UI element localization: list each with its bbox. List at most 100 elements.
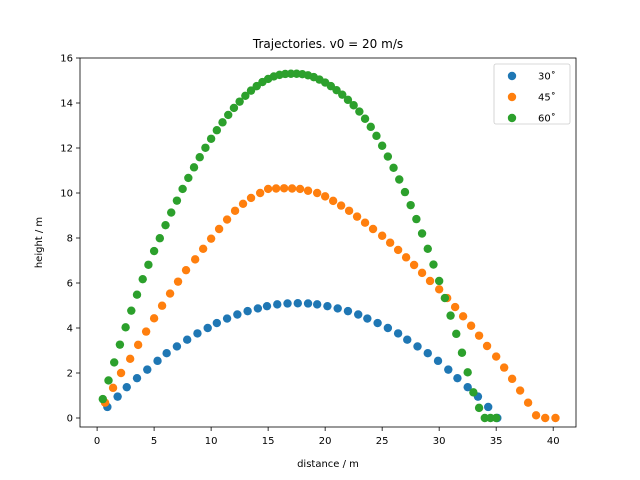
data-point [499, 363, 509, 372]
data-point [133, 340, 143, 350]
data-point [212, 318, 222, 328]
data-point [132, 373, 142, 383]
data-point [541, 413, 550, 423]
data-point [273, 300, 282, 309]
data-point [368, 224, 378, 234]
y-tick-label: 10 [60, 189, 73, 200]
data-point [165, 289, 175, 298]
data-point [283, 299, 292, 308]
data-point [190, 255, 200, 264]
data-point [172, 342, 182, 351]
data-point [108, 383, 118, 393]
data-point [385, 238, 395, 247]
data-point [157, 301, 167, 310]
data-point [360, 114, 370, 123]
data-point [173, 277, 183, 286]
data-point [222, 314, 232, 323]
x-tick-label: 10 [205, 436, 218, 447]
data-point [393, 329, 403, 338]
x-tick-label: 35 [490, 436, 503, 447]
data-point [246, 193, 256, 203]
data-point [383, 152, 393, 161]
x-axis-ticks: 0 5 10 15 20 25 30 35 40 [94, 427, 560, 447]
data-point [366, 122, 375, 132]
data-point [303, 299, 313, 308]
data-point [551, 413, 560, 423]
data-point [400, 187, 410, 197]
data-point [417, 229, 427, 238]
data-point [401, 253, 411, 262]
data-point [453, 373, 462, 383]
data-point [161, 220, 170, 230]
data-point [344, 206, 354, 215]
data-point [463, 368, 472, 377]
data-point [389, 163, 398, 172]
data-point [132, 290, 142, 299]
data-point [452, 329, 461, 339]
data-point [222, 215, 232, 224]
data-point [206, 234, 216, 243]
data-point [417, 268, 427, 278]
data-point [127, 306, 136, 315]
x-tick-label: 15 [262, 436, 275, 447]
data-point [182, 335, 192, 344]
data-point [515, 386, 525, 395]
data-point [393, 245, 403, 255]
y-tick-label: 14 [60, 99, 73, 110]
data-point [241, 91, 250, 101]
data-point [293, 299, 302, 308]
data-point [434, 285, 444, 294]
data-point [193, 329, 202, 338]
data-point [125, 354, 135, 364]
data-point [429, 260, 438, 269]
data-point [263, 184, 273, 194]
data-point [149, 246, 159, 256]
x-axis-label: distance / m [297, 459, 359, 470]
data-point [214, 224, 224, 234]
data-point [360, 218, 370, 227]
legend-marker [507, 92, 517, 102]
data-point [121, 323, 130, 332]
data-point [98, 394, 108, 404]
data-point [491, 413, 501, 423]
y-tick-label: 12 [60, 144, 73, 155]
data-point [312, 188, 322, 198]
data-point [303, 186, 313, 195]
data-point [153, 356, 162, 366]
data-point [195, 153, 204, 162]
data-point [474, 331, 484, 340]
data-point [403, 335, 412, 344]
y-tick-label: 2 [67, 369, 73, 380]
data-point [338, 90, 347, 99]
chart-title: Trajectories. v0 = 20 m/s [252, 37, 403, 51]
plot-frame [79, 57, 577, 428]
data-point [113, 392, 122, 401]
x-tick-label: 5 [151, 436, 157, 447]
data-point [287, 184, 297, 193]
data-point [377, 231, 387, 240]
legend: 30˚ 45˚ 60˚ [493, 63, 571, 125]
data-point [446, 311, 455, 320]
x-tick-label: 30 [433, 436, 446, 447]
x-tick-label: 0 [94, 436, 100, 447]
data-point [336, 201, 346, 210]
data-point [255, 188, 265, 198]
data-point [491, 352, 501, 361]
data-point [531, 411, 541, 420]
data-point [189, 163, 199, 172]
data-point [372, 131, 381, 141]
y-tick-label: 0 [67, 414, 73, 425]
data-point [457, 348, 467, 357]
data-point [162, 349, 171, 358]
data-point [295, 184, 305, 194]
data-point [235, 97, 244, 106]
legend-label: 45˚ [538, 92, 556, 104]
data-point [332, 85, 341, 95]
data-point [110, 358, 119, 367]
data-point [141, 327, 151, 336]
x-tick-label: 20 [319, 436, 332, 447]
data-point [434, 276, 444, 286]
data-point [343, 95, 353, 105]
legend-label: 30˚ [538, 71, 556, 83]
